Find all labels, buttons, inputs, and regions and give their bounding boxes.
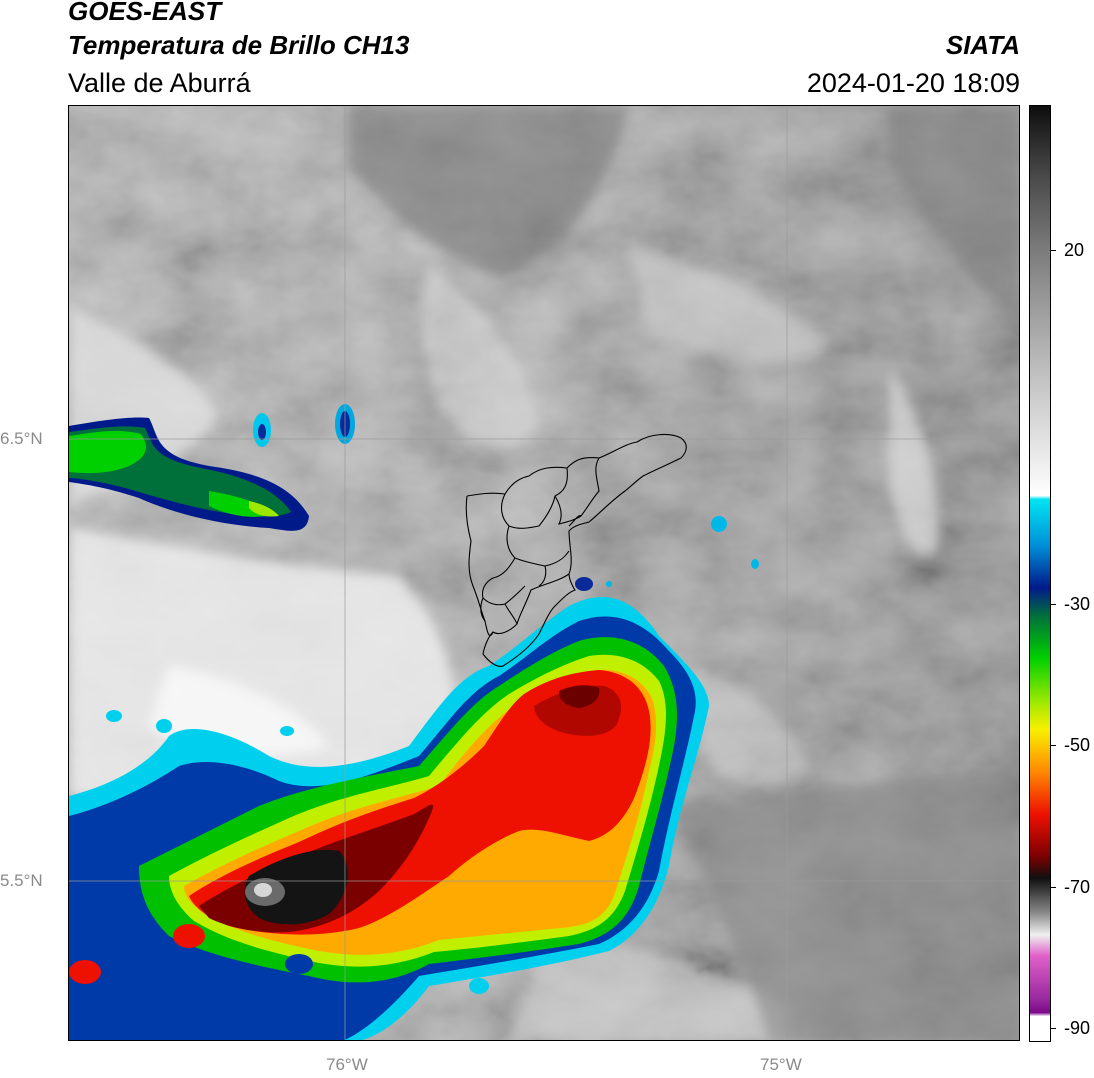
colorbar-label-minus50: -50 [1064, 735, 1091, 755]
colorbar [1029, 105, 1051, 1042]
gridlines [69, 106, 1019, 1040]
dark-gray-areas [349, 106, 1019, 1040]
satellite-map [68, 105, 1020, 1041]
satellite-title: GOES-EAST [68, 0, 222, 26]
colorbar-label-minus90: -90 [1064, 1018, 1091, 1038]
storm-nw [69, 417, 309, 531]
colorbar-tick [1050, 887, 1056, 888]
brightness-temperature-field [69, 106, 1019, 1040]
agency-title: SIATA [945, 30, 1020, 60]
colorbar-tick [1050, 250, 1056, 251]
colorbar-tick [1050, 745, 1056, 746]
colorbar-label-minus70: -70 [1064, 877, 1091, 897]
municipal-boundaries [465, 433, 687, 667]
lon-label-76w: 76°W [326, 1055, 368, 1074]
storm-sw [69, 577, 709, 1040]
colorbar-tick [1050, 604, 1056, 605]
lat-label-6-5: 6.5°N [0, 429, 43, 448]
colorbar-label-minus30: -30 [1064, 594, 1091, 614]
datetime-label: 2024-01-20 18:09 [806, 68, 1020, 98]
colorbar-tick [1050, 1028, 1056, 1029]
lat-label-5-5: 5.5°N [0, 871, 43, 890]
lon-label-75w: 75°W [760, 1055, 802, 1074]
product-title: Temperatura de Brillo CH13 [68, 30, 410, 60]
colorbar-label-20: 20 [1064, 240, 1085, 260]
region-title: Valle de Aburrá [68, 68, 251, 98]
